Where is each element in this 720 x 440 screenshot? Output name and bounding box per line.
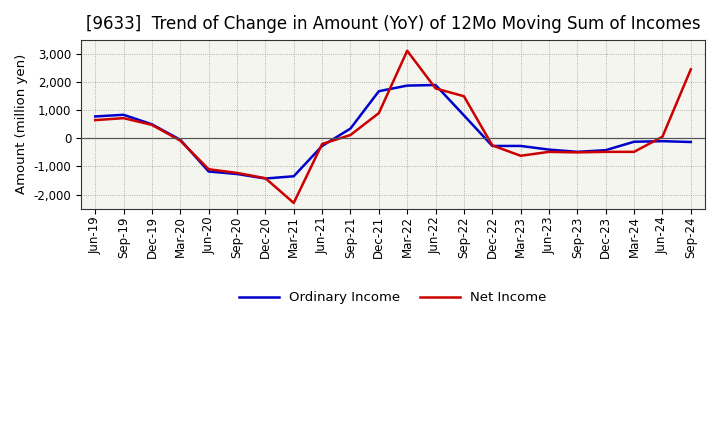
Net Income bbox=[459, 94, 468, 99]
Ordinary Income bbox=[318, 143, 326, 149]
Ordinary Income bbox=[289, 174, 298, 179]
Net Income bbox=[318, 141, 326, 147]
Net Income bbox=[658, 134, 667, 139]
Net Income bbox=[148, 122, 156, 128]
Ordinary Income bbox=[516, 143, 525, 149]
Line: Net Income: Net Income bbox=[95, 51, 690, 203]
Ordinary Income bbox=[686, 139, 695, 145]
Net Income bbox=[204, 167, 213, 172]
Title: [9633]  Trend of Change in Amount (YoY) of 12Mo Moving Sum of Incomes: [9633] Trend of Change in Amount (YoY) o… bbox=[86, 15, 701, 33]
Ordinary Income bbox=[658, 139, 667, 144]
Ordinary Income bbox=[233, 172, 241, 177]
Y-axis label: Amount (million yen): Amount (million yen) bbox=[15, 54, 28, 194]
Ordinary Income bbox=[374, 88, 383, 94]
Net Income bbox=[176, 138, 184, 143]
Ordinary Income bbox=[403, 83, 412, 88]
Net Income bbox=[91, 117, 99, 123]
Line: Ordinary Income: Ordinary Income bbox=[95, 85, 690, 179]
Ordinary Income bbox=[91, 114, 99, 119]
Net Income bbox=[289, 200, 298, 205]
Net Income bbox=[573, 150, 582, 155]
Net Income bbox=[630, 149, 639, 154]
Ordinary Income bbox=[545, 147, 554, 152]
Net Income bbox=[374, 110, 383, 116]
Ordinary Income bbox=[120, 112, 128, 117]
Ordinary Income bbox=[148, 122, 156, 127]
Ordinary Income bbox=[459, 113, 468, 118]
Ordinary Income bbox=[204, 169, 213, 174]
Ordinary Income bbox=[346, 126, 355, 131]
Ordinary Income bbox=[431, 82, 440, 88]
Net Income bbox=[516, 153, 525, 158]
Ordinary Income bbox=[601, 147, 610, 153]
Ordinary Income bbox=[630, 139, 639, 144]
Net Income bbox=[431, 86, 440, 91]
Net Income bbox=[545, 149, 554, 154]
Net Income bbox=[346, 132, 355, 138]
Net Income bbox=[686, 67, 695, 72]
Net Income bbox=[488, 143, 497, 148]
Net Income bbox=[233, 170, 241, 176]
Net Income bbox=[261, 176, 270, 181]
Legend: Ordinary Income, Net Income: Ordinary Income, Net Income bbox=[234, 286, 552, 309]
Net Income bbox=[403, 48, 412, 53]
Net Income bbox=[601, 149, 610, 154]
Ordinary Income bbox=[261, 176, 270, 181]
Ordinary Income bbox=[488, 143, 497, 149]
Ordinary Income bbox=[176, 137, 184, 143]
Ordinary Income bbox=[573, 149, 582, 154]
Net Income bbox=[120, 116, 128, 121]
